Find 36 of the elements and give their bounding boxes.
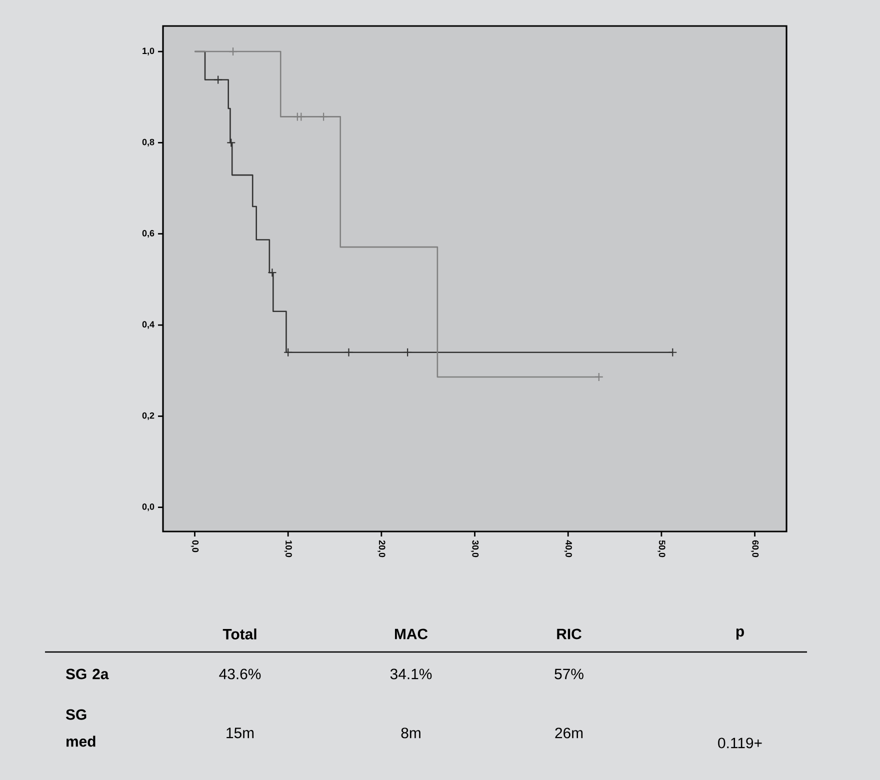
x-tick-label: 40,0 [564, 540, 572, 558]
y-tick-label: 1,0 [142, 48, 154, 56]
point [226, 138, 236, 148]
y-tick-label: 0,0 [142, 504, 154, 512]
text: 15m [226, 728, 254, 738]
point [594, 372, 604, 382]
text: Total [222, 628, 256, 640]
point [319, 112, 328, 122]
text: 34.1% [390, 668, 432, 680]
text: SG med [66, 709, 96, 747]
x-tick-label: 50,0 [658, 540, 666, 558]
y-tick-label: 0,2 [142, 412, 154, 420]
point [284, 348, 293, 357]
point [228, 46, 238, 56]
text: 57% [554, 668, 584, 680]
y-tick-label: 0,4 [142, 321, 154, 329]
point [214, 75, 223, 84]
text: 26m [555, 728, 583, 738]
text: p [736, 628, 744, 640]
y-tick-label: 0,6 [142, 230, 154, 238]
x-tick-label: 0,0 [190, 540, 199, 552]
y-tick-label: 0,8 [142, 138, 154, 147]
point [268, 268, 277, 278]
point [403, 348, 412, 357]
point [668, 348, 678, 357]
text: RIC [557, 628, 582, 640]
text: SG 2a [66, 668, 109, 680]
x-tick-label: 20,0 [378, 540, 386, 558]
x-tick-label: 60,0 [750, 540, 759, 558]
point [344, 348, 354, 357]
text: 43.6% [219, 668, 261, 680]
text: 0.119+ [718, 738, 762, 748]
text: 8m [401, 728, 420, 738]
x-tick-label: 10,0 [284, 540, 292, 558]
text: MAC [394, 628, 428, 640]
x-tick-label: 30,0 [470, 540, 479, 558]
